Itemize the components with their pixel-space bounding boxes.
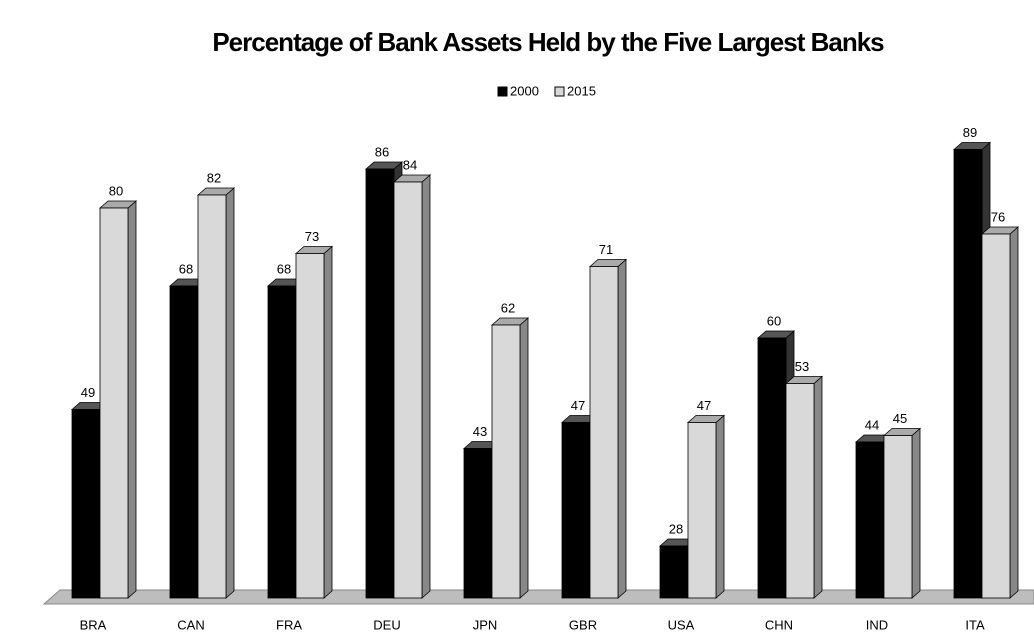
chart-title: Percentage of Bank Assets Held by the Fi… <box>212 27 884 57</box>
x-tick-label: FRA <box>276 617 302 632</box>
value-label: 80 <box>109 183 123 198</box>
x-tick-label: DEU <box>373 617 400 632</box>
bar <box>295 253 325 599</box>
value-label: 47 <box>571 398 585 413</box>
x-tick-label: USA <box>668 617 695 632</box>
x-tick-label: GBR <box>569 617 597 632</box>
bar-side <box>323 245 333 599</box>
bar <box>757 337 787 599</box>
value-label: 68 <box>277 261 291 276</box>
bar <box>855 441 885 599</box>
bar <box>491 324 521 599</box>
bar <box>883 435 913 599</box>
x-tick-label: BRA <box>80 617 107 632</box>
legend-swatch <box>554 86 565 97</box>
value-label: 60 <box>767 313 781 328</box>
bar <box>687 422 717 599</box>
bar-side <box>1009 226 1019 599</box>
bar-side <box>421 174 431 599</box>
bar <box>365 168 395 599</box>
bar-side <box>519 317 529 599</box>
bar <box>785 383 815 599</box>
bar-side <box>813 375 823 599</box>
bar <box>561 422 591 599</box>
value-label: 53 <box>795 359 809 374</box>
bar <box>99 207 129 599</box>
value-label: 62 <box>501 300 515 315</box>
value-label: 73 <box>305 229 319 244</box>
x-tick-label: IND <box>866 617 888 632</box>
bar-side <box>225 187 235 599</box>
bar-side <box>715 414 725 599</box>
value-label: 71 <box>599 242 613 257</box>
bar <box>589 266 619 599</box>
x-tick-label: ITA <box>965 617 985 632</box>
bar <box>393 181 423 599</box>
value-label: 44 <box>865 417 879 432</box>
x-tick-label: JPN <box>473 617 498 632</box>
value-label: 49 <box>81 385 95 400</box>
x-tick-label: CAN <box>177 617 204 632</box>
value-label: 43 <box>473 424 487 439</box>
bar <box>659 545 689 599</box>
bar <box>197 194 227 599</box>
bar <box>953 149 983 599</box>
bar-side <box>127 200 137 599</box>
legend-swatch <box>497 86 508 97</box>
value-label: 68 <box>179 261 193 276</box>
legend-label: 2015 <box>567 83 596 98</box>
value-label: 45 <box>893 411 907 426</box>
value-label: 47 <box>697 398 711 413</box>
bar-side <box>911 427 921 599</box>
bar <box>71 409 101 599</box>
value-label: 76 <box>991 209 1005 224</box>
value-label: 89 <box>963 125 977 140</box>
x-tick-label: CHN <box>765 617 793 632</box>
bar <box>169 285 199 599</box>
bar <box>267 285 297 599</box>
value-label: 84 <box>403 157 417 172</box>
bar <box>981 233 1011 599</box>
value-label: 82 <box>207 170 221 185</box>
bar-side <box>617 258 627 599</box>
bar <box>463 448 493 599</box>
value-label: 86 <box>375 144 389 159</box>
legend-label: 2000 <box>510 83 539 98</box>
value-label: 28 <box>669 521 683 536</box>
